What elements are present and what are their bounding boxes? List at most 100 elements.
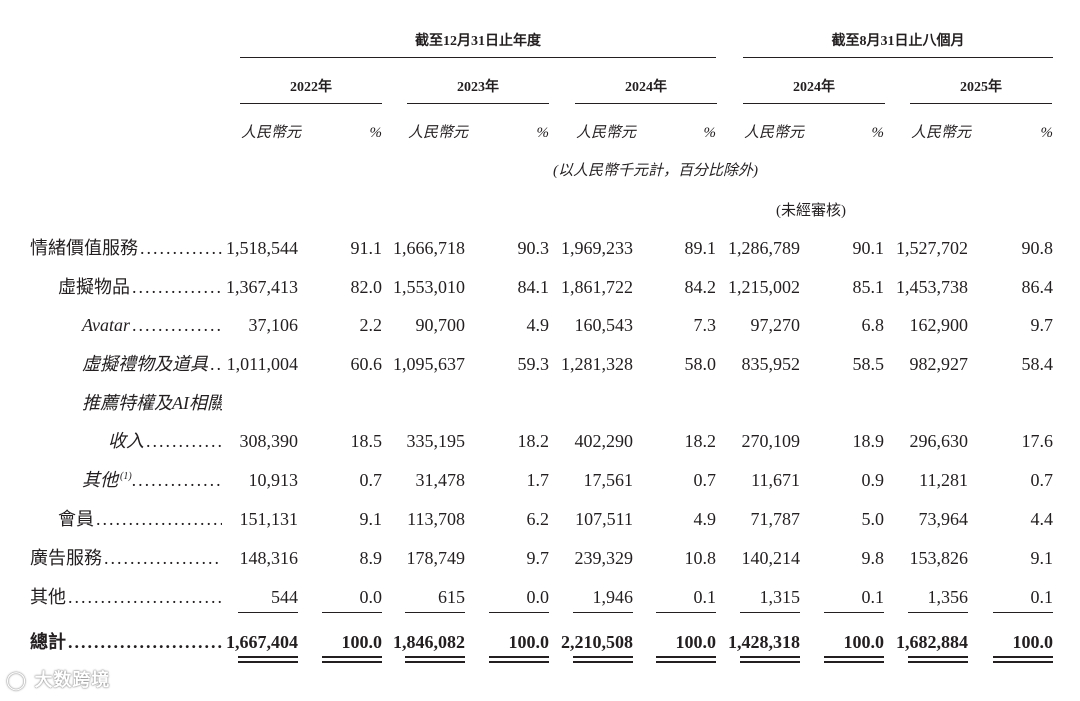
table-cell: 6.8 xyxy=(861,315,885,335)
unit-rmb: 人民幣元 xyxy=(576,125,637,141)
table-cell: 1,846,082 xyxy=(393,632,465,652)
table-cell: 1,428,318 xyxy=(728,632,800,652)
total-double-rule xyxy=(322,661,382,663)
table-cell: 59.3 xyxy=(517,354,550,374)
table-cell: 71,787 xyxy=(750,509,801,529)
row-label-text: 推薦特權及AI相關 xyxy=(82,393,222,413)
table-cell: 1,518,544 xyxy=(226,238,298,258)
leader-dots: ........................................ xyxy=(68,632,222,652)
leader-dots: ........................................ xyxy=(132,277,222,297)
table-cell: 0.7 xyxy=(1030,470,1054,490)
subtotal-rule xyxy=(993,612,1053,613)
table-cell: 100.0 xyxy=(341,632,383,652)
table-cell: 982,927 xyxy=(909,354,969,374)
table-cell: 835,952 xyxy=(741,354,801,374)
table-cell: 100.0 xyxy=(508,632,550,652)
table-cell: 270,109 xyxy=(741,431,801,451)
unit-pct: % xyxy=(369,125,383,141)
leader-dots: ........................................ xyxy=(131,470,222,490)
subtotal-rule xyxy=(824,612,884,613)
table-cell: 1,281,328 xyxy=(561,354,633,374)
table-cell: 1,667,404 xyxy=(226,632,298,652)
table-cell: 8.9 xyxy=(359,548,383,568)
table-cell: 11,671 xyxy=(751,470,800,490)
header-group-years-rule xyxy=(240,57,716,58)
table-cell: 9.1 xyxy=(1030,548,1054,568)
table-cell: 239,329 xyxy=(574,548,634,568)
year-header: 2022年 xyxy=(290,80,332,95)
table-cell: 1,356 xyxy=(927,587,969,607)
table-cell: 73,964 xyxy=(918,509,969,529)
table-cell: 308,390 xyxy=(239,431,299,451)
subtotal-rule xyxy=(573,612,633,613)
leader-dots: ........................................ xyxy=(68,587,222,607)
row-label-text: 其他 xyxy=(82,470,120,490)
table-cell: 0.7 xyxy=(359,470,383,490)
total-double-rule xyxy=(489,661,549,663)
table-cell: 17,561 xyxy=(583,470,634,490)
table-cell: 1.7 xyxy=(526,470,550,490)
subtotal-rule xyxy=(656,612,716,613)
table-cell: 0.9 xyxy=(861,470,885,490)
watermark-icon: ◯ xyxy=(6,670,28,691)
table-cell: 97,270 xyxy=(750,315,801,335)
total-double-rule xyxy=(908,661,968,663)
total-double-rule xyxy=(238,656,298,658)
total-double-rule xyxy=(908,656,968,658)
unit-rmb: 人民幣元 xyxy=(911,125,972,141)
table-cell: 91.1 xyxy=(350,238,383,258)
table-cell: 113,708 xyxy=(407,509,465,529)
total-double-rule xyxy=(993,661,1053,663)
table-cell: 90.3 xyxy=(517,238,550,258)
table-cell: 9.7 xyxy=(1030,315,1054,335)
row-label-text: Avatar xyxy=(82,315,132,335)
table-cell: 1,315 xyxy=(759,587,801,607)
watermark: ◯ 大数跨境 xyxy=(6,670,111,691)
row-label: 總計......................................… xyxy=(30,631,222,653)
subtotal-rule xyxy=(238,612,298,613)
table-cell: 1,095,637 xyxy=(393,354,465,374)
table-cell: 18.5 xyxy=(350,431,383,451)
table-cell: 178,749 xyxy=(406,548,466,568)
year-header: 2025年 xyxy=(960,80,1002,95)
table-cell: 6.2 xyxy=(526,509,550,529)
row-label-text: 會員 xyxy=(58,509,96,529)
year-header: 2024年 xyxy=(793,80,835,95)
table-cell: 2,210,508 xyxy=(561,632,633,652)
note-thousands: (以人民幣千元計，百分比除外) xyxy=(553,163,758,179)
table-cell: 18.9 xyxy=(852,431,885,451)
unit-pct: % xyxy=(536,125,550,141)
table-cell: 1,527,702 xyxy=(896,238,968,258)
subtotal-rule xyxy=(489,612,549,613)
leader-dots: ........................................ xyxy=(140,238,222,258)
table-cell: 1,666,718 xyxy=(393,238,465,258)
total-double-rule xyxy=(740,661,800,663)
table-cell: 17.6 xyxy=(1021,431,1054,451)
table-cell: 4.9 xyxy=(693,509,717,529)
table-cell: 90.8 xyxy=(1021,238,1054,258)
year-header-rule xyxy=(407,103,549,104)
row-label-text: 其他 xyxy=(30,587,68,607)
total-double-rule xyxy=(824,661,884,663)
table-cell: 18.2 xyxy=(517,431,550,451)
table-cell: 9.8 xyxy=(861,548,885,568)
row-label: 推薦特權及AI相關 xyxy=(30,392,222,414)
table-cell: 10,913 xyxy=(248,470,299,490)
total-double-rule xyxy=(489,656,549,658)
row-label: 虛擬物品....................................… xyxy=(30,276,222,298)
total-double-rule xyxy=(405,661,465,663)
table-cell: 153,826 xyxy=(909,548,969,568)
total-double-rule xyxy=(238,661,298,663)
note-unaudited: (未經審核) xyxy=(776,203,846,219)
table-cell: 0.1 xyxy=(1030,587,1054,607)
header-group-months: 截至8月31日止八個月 xyxy=(831,34,965,49)
year-header: 2024年 xyxy=(625,80,667,95)
table-cell: 544 xyxy=(271,587,298,607)
total-double-rule xyxy=(405,656,465,658)
table-cell: 107,511 xyxy=(575,509,633,529)
table-cell: 18.2 xyxy=(684,431,717,451)
leader-dots: ........................................ xyxy=(146,431,222,451)
total-double-rule xyxy=(573,661,633,663)
leader-dots: ........................................ xyxy=(132,315,222,335)
table-cell: 4.4 xyxy=(1030,509,1054,529)
